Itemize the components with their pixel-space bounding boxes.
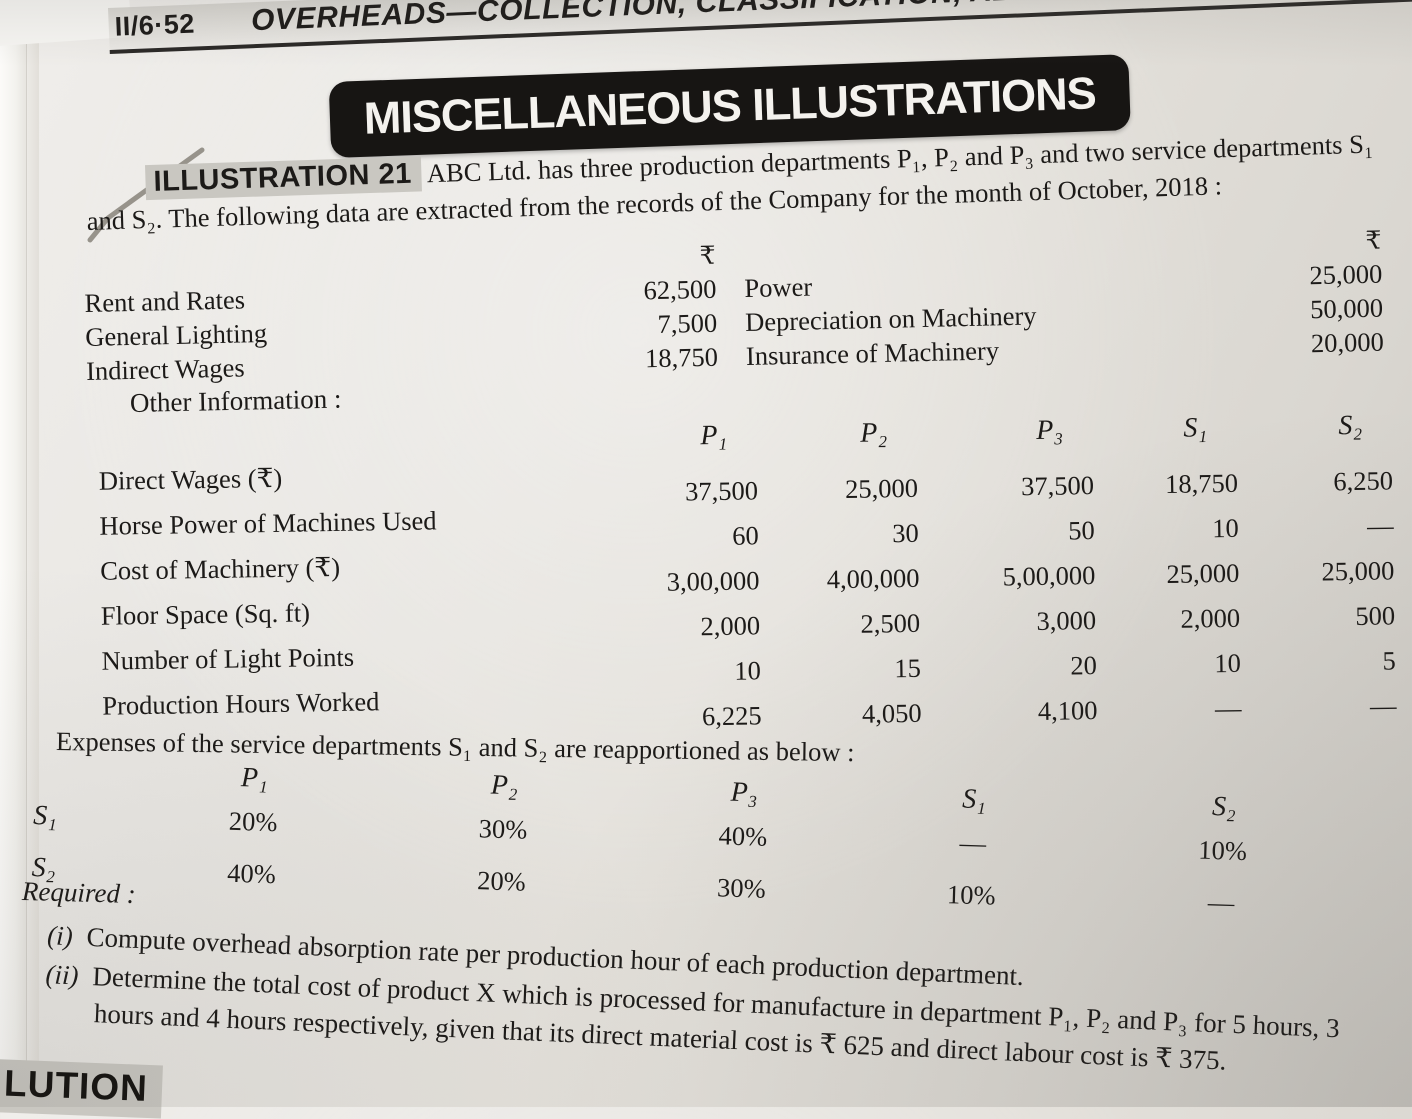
item-marker: (i) [46,920,74,952]
column-header-p2: P₂ [490,769,519,802]
cell: 4,100 [1037,695,1098,726]
cell: 6,225 [701,700,762,732]
cell: 40% [718,820,768,852]
cell: 40% [226,857,277,890]
running-header: II/6·52 OVERHEADS—COLLECTION, CLASSIFICA… [108,0,1412,54]
column-header-p1: P₁ [240,762,269,794]
column-header-p1: P₁ [700,419,728,452]
required-heading: Required : [21,876,137,909]
expense-list: ₹ ₹ Rent and Rates 62,500 Power 25,000 G… [84,227,1385,388]
spacer [34,756,125,803]
other-information-heading: Other Information : [129,383,342,418]
illustration-label: ILLUSTRATION 21 [145,156,423,201]
cell: — [959,827,987,859]
row-label: S₁ [32,799,58,832]
expense-value: 18,750 [644,341,719,374]
cell: — [1207,886,1235,918]
cell: 30% [478,813,528,845]
cell: 10% [1197,834,1248,866]
department-data-table: P₁ P₂ P₃ S₁ S₂ Direct Wages (₹) 37,500 2… [80,409,1397,736]
cell: 10% [946,879,997,911]
section-banner-label: MISCELLANEOUS ILLUSTRATIONS [362,67,1097,144]
column-header-s2: S₂ [1338,409,1363,442]
cell: — [1369,690,1397,721]
chapter-title: OVERHEADS—COLLECTION, CLASSIFICATION, AL… [250,0,1348,37]
expense-value: 25,000 [1309,258,1383,291]
column-header-p3: P₃ [1036,414,1064,446]
cell: 4,050 [861,697,922,729]
required-items: (i) Compute overhead absorption rate per … [15,916,1397,1089]
expense-value: 62,500 [643,273,717,306]
cell: 30% [716,872,767,904]
expense-value: 20,000 [1310,326,1385,359]
book-page-edge [0,0,27,1107]
column-header-s1: S₁ [1183,412,1208,444]
item-marker: (ii) [44,959,80,991]
cell: — [1214,692,1242,724]
reapportionment-table: P₁ P₂ P₃ S₁ S₂ S₁ 20% 30% 40% — 10% S₂ 4… [31,756,1365,943]
book-page-edge-inner [27,0,39,1107]
column-header-p3: P₃ [730,776,759,809]
cell: 20% [228,805,278,838]
page-reference: II/6·52 [114,8,196,42]
column-header-s1: S₁ [961,783,987,816]
currency-symbol-left: ₹ [699,242,716,271]
expense-value: 50,000 [1309,292,1384,325]
expense-value: 7,500 [657,307,718,340]
column-header-p2: P₂ [860,417,888,449]
cell: 20% [476,865,527,897]
solution-heading-partial: LUTION [0,1058,163,1119]
